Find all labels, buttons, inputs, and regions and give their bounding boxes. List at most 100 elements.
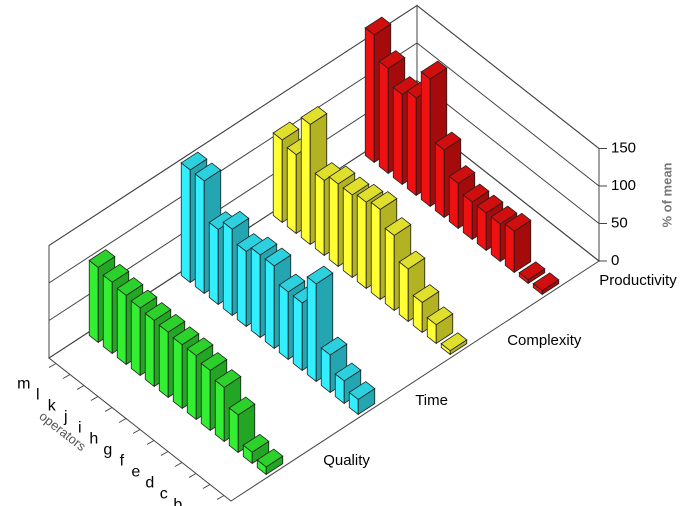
- bar-front: [420, 71, 431, 208]
- bar-front: [194, 173, 205, 295]
- bar-front: [130, 300, 141, 377]
- bar: [440, 332, 468, 356]
- bar: [504, 212, 532, 274]
- x-tick-label: c: [160, 486, 168, 503]
- bar-top: [426, 306, 454, 326]
- tick: [48, 363, 57, 368]
- bar-top-shade: [89, 249, 115, 268]
- tick: [202, 484, 211, 489]
- bar-top: [398, 250, 426, 270]
- bar-top: [180, 151, 208, 171]
- bar-top: [250, 236, 278, 256]
- tick: [62, 374, 71, 379]
- bar-front: [116, 287, 127, 366]
- bar-top-shade: [229, 397, 255, 415]
- y-tick-label: 100: [611, 177, 636, 194]
- x-tick-label: d: [145, 475, 154, 492]
- bar-front: [208, 221, 219, 306]
- series-label: Quality: [323, 452, 370, 469]
- bar-top-shade: [103, 264, 129, 283]
- bar-top-shade: [145, 302, 171, 321]
- bar-side-shade: [266, 456, 283, 475]
- bar-top-shade: [209, 211, 235, 230]
- bar-top-shade: [131, 290, 157, 308]
- bar-top: [172, 326, 200, 346]
- bar-top: [264, 247, 292, 267]
- bar-top-shade: [243, 434, 269, 453]
- bar-front: [306, 276, 317, 383]
- bar-top-shade: [265, 248, 291, 266]
- x-tick-label: h: [89, 431, 98, 448]
- bar-top-shade: [173, 326, 199, 345]
- bar-top-shade: [159, 314, 185, 333]
- bar-front: [314, 172, 325, 257]
- bar-top-shade: [413, 284, 439, 303]
- bar-top: [448, 165, 476, 184]
- bar-front: [406, 90, 417, 197]
- bar-top-shade: [273, 122, 299, 140]
- bar-front: [272, 132, 283, 224]
- y-tick-label: 50: [611, 214, 628, 231]
- bar: [532, 272, 560, 296]
- bar-top-shade: [279, 274, 305, 292]
- bar-top-shade: [533, 272, 559, 291]
- bar-top-shade: [251, 237, 277, 255]
- bar-top-shade: [449, 165, 475, 184]
- bar-top: [242, 433, 270, 453]
- bar-top: [378, 50, 406, 69]
- bars: [88, 16, 560, 476]
- bar-top-shade: [343, 177, 369, 195]
- bar-top: [116, 277, 144, 296]
- bar-top-shade: [371, 191, 397, 210]
- x-tick-label: k: [48, 398, 57, 415]
- bar-top-shade: [187, 337, 213, 356]
- bar: [320, 336, 348, 394]
- bar-top: [490, 205, 518, 225]
- bar-front: [228, 407, 239, 454]
- bar-top-shade: [301, 106, 327, 125]
- bar: [348, 381, 376, 416]
- bar-top: [328, 165, 356, 185]
- grid-line: [48, 79, 600, 321]
- bar-front: [172, 336, 183, 410]
- grid-line: [48, 42, 600, 284]
- bar-top-shade: [201, 352, 227, 371]
- tick: [90, 396, 99, 401]
- bar-top-shade: [421, 61, 447, 79]
- bar-top: [200, 352, 228, 371]
- bar-top-shade: [223, 211, 249, 230]
- bar-top-shade: [257, 449, 283, 467]
- bar-front: [448, 175, 459, 230]
- x-tick-label: m: [17, 376, 30, 393]
- bar-top: [320, 336, 348, 356]
- bar-top-shade: [385, 217, 411, 236]
- tick: [76, 385, 85, 390]
- bar-top-shade: [329, 166, 355, 184]
- y-tick-label: 150: [611, 139, 636, 156]
- bar-front: [490, 216, 501, 263]
- bar-top: [440, 332, 468, 352]
- bar-side-shade: [358, 388, 375, 415]
- bar-front: [434, 142, 445, 219]
- labels: 050100150abcdefghijklmQualityTimeComplex…: [17, 139, 677, 506]
- bar-top: [186, 337, 214, 357]
- bar-front: [102, 274, 113, 355]
- tick: [188, 473, 197, 478]
- bar-top: [214, 369, 242, 388]
- bar-top: [158, 313, 186, 333]
- bar-side-shade: [514, 220, 531, 273]
- bar-top: [256, 448, 284, 468]
- tick: [132, 429, 141, 434]
- bar-front: [250, 247, 261, 339]
- bar-top: [300, 106, 328, 125]
- bar-front: [214, 379, 225, 443]
- bar-top: [278, 273, 306, 293]
- bar-top-shade: [321, 337, 347, 355]
- bar: [426, 306, 454, 345]
- y-axis-title: % of mean: [659, 162, 674, 227]
- bar-front: [320, 347, 331, 394]
- bar-front: [222, 221, 233, 317]
- bar-front: [278, 284, 289, 361]
- bar-front: [378, 60, 389, 175]
- bar-front: [364, 27, 375, 164]
